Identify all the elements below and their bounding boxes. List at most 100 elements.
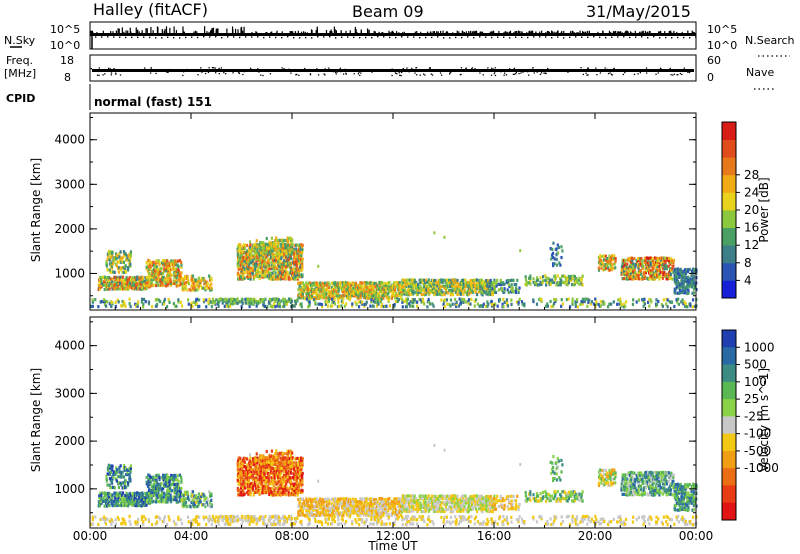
power-cell bbox=[536, 278, 540, 282]
nsearch-sample bbox=[503, 36, 505, 38]
power-cell bbox=[283, 275, 286, 279]
power-cell bbox=[357, 296, 360, 300]
velocity-cell bbox=[119, 464, 122, 468]
power-cell bbox=[117, 270, 121, 274]
velocity-cell bbox=[240, 484, 243, 488]
power-cell bbox=[251, 253, 254, 257]
power-cell bbox=[194, 300, 198, 304]
power-cell bbox=[331, 287, 334, 291]
velocity-cell bbox=[123, 468, 126, 472]
power-cell bbox=[617, 298, 620, 302]
freq-sample bbox=[522, 71, 524, 73]
power-cell bbox=[315, 296, 318, 300]
nsky-sample bbox=[161, 29, 163, 33]
power-cell bbox=[293, 257, 296, 261]
power-cell bbox=[456, 292, 459, 296]
power-cell bbox=[459, 298, 463, 302]
power-cell bbox=[129, 285, 132, 289]
power-cell bbox=[675, 300, 679, 304]
nsky-sample bbox=[152, 30, 154, 33]
power-cell bbox=[221, 298, 224, 302]
power-cell bbox=[242, 274, 245, 278]
freq-sample bbox=[91, 70, 94, 72]
power-cell bbox=[567, 274, 570, 279]
power-cell bbox=[193, 284, 196, 288]
power-cell bbox=[258, 274, 261, 278]
freq-sample bbox=[460, 67, 463, 69]
power-cell bbox=[296, 275, 299, 279]
nsky-sample bbox=[458, 31, 460, 33]
nsearch-sample bbox=[311, 37, 313, 39]
power-cell bbox=[416, 284, 420, 288]
power-cell bbox=[360, 281, 364, 285]
freq-sample bbox=[513, 73, 516, 75]
freq-sample bbox=[409, 70, 411, 72]
power-cell bbox=[626, 262, 629, 266]
power-cell bbox=[383, 288, 386, 292]
velocity-cell bbox=[197, 503, 200, 507]
freq-sample bbox=[580, 67, 582, 69]
freq-sample bbox=[449, 72, 451, 74]
freq-sample bbox=[119, 74, 122, 76]
power-cell bbox=[602, 254, 605, 258]
power-cell bbox=[247, 300, 250, 304]
power-cell bbox=[438, 290, 442, 294]
power-cell bbox=[555, 283, 558, 287]
power-cell bbox=[431, 302, 434, 306]
freq-sample bbox=[323, 70, 325, 72]
freq-sample bbox=[212, 69, 214, 71]
power-cell bbox=[607, 261, 610, 266]
power-cell bbox=[213, 301, 217, 305]
power-cell bbox=[599, 300, 602, 304]
power-cell bbox=[152, 273, 155, 277]
power-cell bbox=[449, 282, 452, 286]
power-cell bbox=[466, 280, 470, 284]
velocity-cell bbox=[169, 476, 173, 480]
nsky-sample bbox=[392, 30, 394, 33]
power-cell bbox=[154, 269, 158, 273]
nsearch-sample bbox=[659, 37, 661, 39]
power-cell bbox=[388, 296, 391, 300]
power-cell bbox=[179, 275, 183, 279]
power-cell bbox=[447, 284, 451, 288]
power-cell bbox=[252, 301, 256, 305]
velocity-cell bbox=[252, 490, 256, 494]
power-cell bbox=[571, 300, 574, 304]
velocity-cell bbox=[131, 496, 134, 500]
power-cell bbox=[536, 283, 540, 287]
power-cell bbox=[683, 274, 687, 278]
power-cell bbox=[178, 259, 182, 263]
power-cell bbox=[117, 260, 121, 264]
power-cell bbox=[271, 252, 274, 256]
power-cell bbox=[479, 284, 482, 288]
nsearch-sample bbox=[167, 36, 169, 38]
velocity-cell bbox=[241, 471, 244, 475]
velocity-cell bbox=[172, 473, 175, 478]
freq-sample bbox=[243, 70, 246, 73]
freq-sample bbox=[494, 71, 496, 73]
nsky-sample bbox=[550, 30, 553, 33]
power-cell bbox=[554, 278, 557, 282]
power-cell bbox=[272, 256, 275, 261]
power-cell bbox=[241, 261, 244, 265]
freq-sample bbox=[224, 69, 226, 72]
power-cell bbox=[300, 251, 304, 255]
power-cell bbox=[629, 256, 632, 260]
power-cell bbox=[124, 278, 127, 282]
power-cell bbox=[98, 277, 102, 281]
velocity-cell bbox=[193, 505, 196, 509]
nsky-sample bbox=[164, 28, 166, 33]
freq-sample bbox=[414, 72, 416, 74]
power-cell bbox=[616, 302, 619, 306]
nsearch-sample bbox=[587, 36, 589, 39]
velocity-cell bbox=[189, 505, 192, 509]
nsearch-sample bbox=[491, 36, 493, 39]
velocity-cell bbox=[162, 478, 165, 482]
power-cell bbox=[293, 263, 296, 267]
power-cell bbox=[291, 238, 294, 242]
nsky-sample bbox=[442, 30, 444, 33]
power-cell bbox=[162, 279, 165, 283]
power-cell bbox=[200, 276, 203, 280]
power-cell bbox=[200, 278, 203, 283]
nsky-sample bbox=[271, 31, 273, 33]
